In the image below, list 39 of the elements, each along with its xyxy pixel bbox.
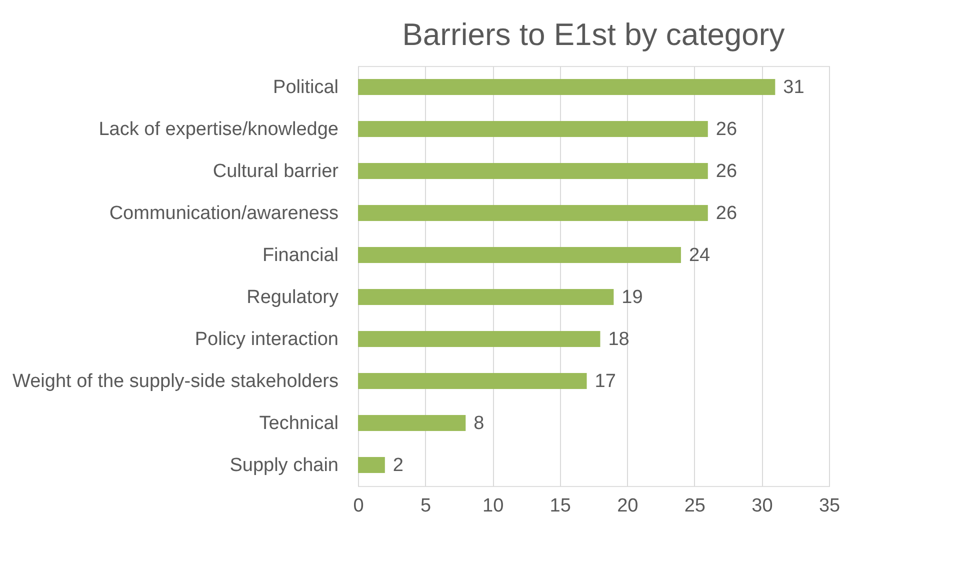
y-tick-label: Political xyxy=(273,77,338,98)
data-label: 24 xyxy=(688,245,711,266)
y-tick-label: Cultural barrier xyxy=(212,161,340,182)
data-label: 17 xyxy=(594,371,616,392)
y-tick-label: Communication/awareness xyxy=(109,203,338,224)
bar xyxy=(358,289,614,305)
y-tick-label: Lack of expertise/knowledge xyxy=(98,119,338,140)
bar xyxy=(358,163,708,179)
data-label: 8 xyxy=(474,413,484,434)
x-tick-label: 10 xyxy=(482,496,504,516)
bar xyxy=(358,79,776,95)
data-label: 18 xyxy=(608,329,630,350)
data-label: 26 xyxy=(716,203,738,224)
x-tick-label: 20 xyxy=(617,496,638,516)
data-label: 26 xyxy=(716,119,738,140)
data-label: 2 xyxy=(392,455,404,476)
bar xyxy=(358,247,681,263)
bar xyxy=(358,457,385,473)
x-tick-label: 25 xyxy=(684,496,706,516)
bar xyxy=(358,205,708,221)
data-label: 26 xyxy=(716,161,738,182)
y-tick-label: Weight of the supply-side stakeholders xyxy=(12,371,338,392)
y-tick-label: Technical xyxy=(259,413,338,434)
chart-title: Barriers to E1st by category xyxy=(402,17,786,52)
x-tick-label: 15 xyxy=(550,496,571,516)
x-tick-label: 5 xyxy=(420,496,432,516)
y-tick-label: Supply chain xyxy=(230,455,338,476)
data-label: 19 xyxy=(622,287,643,308)
y-tick-label: Regulatory xyxy=(246,287,339,308)
bar xyxy=(358,373,587,389)
bar xyxy=(358,121,708,137)
y-tick-label: Policy interaction xyxy=(194,329,338,350)
bar xyxy=(358,415,466,431)
x-tick-label: 35 xyxy=(818,496,840,516)
bar xyxy=(358,331,600,347)
x-tick-label: 30 xyxy=(752,496,773,516)
x-tick-label: 0 xyxy=(353,496,364,516)
y-tick-label: Financial xyxy=(262,245,338,266)
data-label: 31 xyxy=(783,77,804,98)
